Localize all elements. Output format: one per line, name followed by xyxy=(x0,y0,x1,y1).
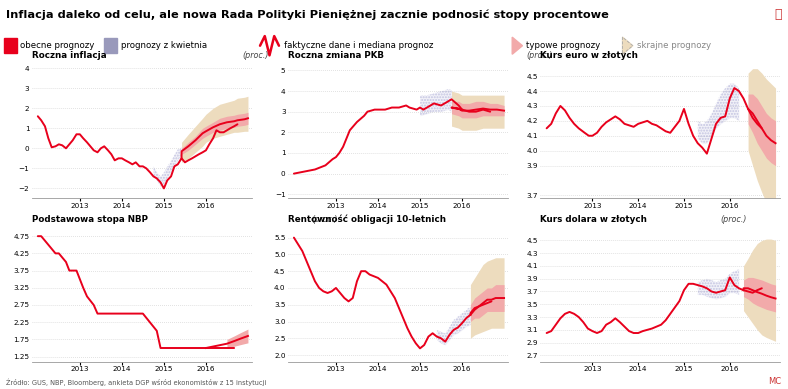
Text: skrajne prognozy: skrajne prognozy xyxy=(637,41,711,50)
Text: Inflacja daleko od celu, ale nowa Rada Polityki Pieniężnej zacznie podnosić stop: Inflacja daleko od celu, ale nowa Rada P… xyxy=(6,10,609,20)
Text: typowe prognozy: typowe prognozy xyxy=(526,41,600,50)
Polygon shape xyxy=(623,37,633,54)
Text: Źródło: GUS, NBP, Bloomberg, ankieta DGP wśród ekonomistów z 15 instytucji: Źródło: GUS, NBP, Bloomberg, ankieta DGP… xyxy=(6,378,266,386)
Text: (proc.): (proc.) xyxy=(242,51,269,60)
Bar xyxy=(104,38,117,53)
Text: Podstawowa stopa NBP: Podstawowa stopa NBP xyxy=(32,215,147,224)
Text: ⧉: ⧉ xyxy=(774,8,782,21)
Text: Roczna inflacja: Roczna inflacja xyxy=(32,51,106,60)
Text: faktyczne dane i mediana prognoz: faktyczne dane i mediana prognoz xyxy=(284,41,433,50)
Text: Kurs euro w złotych: Kurs euro w złotych xyxy=(540,51,637,60)
Text: (proc.): (proc.) xyxy=(526,51,552,60)
Text: Roczna zmiana PKB: Roczna zmiana PKB xyxy=(288,51,384,60)
Text: Kurs dolara w złotych: Kurs dolara w złotych xyxy=(540,215,647,224)
Text: (proc.): (proc.) xyxy=(312,215,338,224)
Text: Rentowność obligacji 10-letnich: Rentowność obligacji 10-letnich xyxy=(288,214,446,224)
Text: obecne prognozy: obecne prognozy xyxy=(20,41,95,50)
Text: MC: MC xyxy=(768,377,782,386)
Bar xyxy=(4,38,17,53)
Text: prognozy z kwietnia: prognozy z kwietnia xyxy=(121,41,206,50)
Text: (proc.): (proc.) xyxy=(721,215,747,224)
Polygon shape xyxy=(512,37,522,54)
